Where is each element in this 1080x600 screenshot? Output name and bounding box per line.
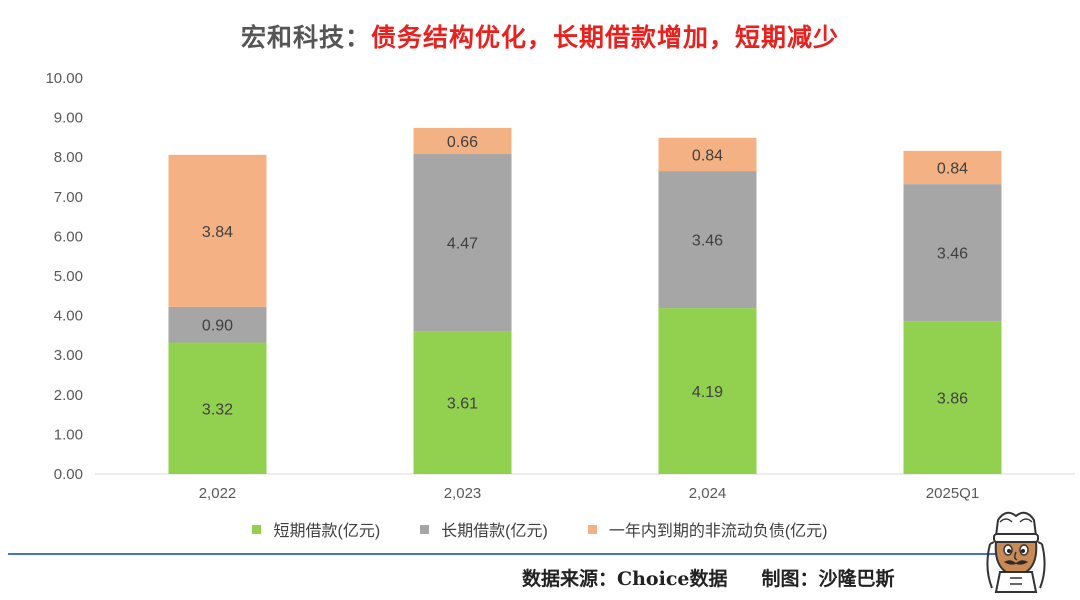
x-tick-label: 2,022 [199,485,237,502]
data-label: 0.66 [447,134,478,151]
bar-segment [168,306,267,343]
stacked-bar-chart: 0.00 1.00 2.00 3.00 4.00 5.00 6.00 7.00 8.00 9.00… [45,70,1075,502]
y-tick-label: 4.00 [54,308,83,325]
bar-segment [413,331,512,474]
chart-title: 宏和科技：债务结构优化，长期借款增加，短期减少 [0,18,1080,54]
data-label: 3.46 [937,246,968,263]
y-tick-label: 1.00 [54,426,83,443]
bar-segment [658,171,757,309]
bar-segment [903,184,1002,322]
data-label: 0.84 [937,160,968,177]
y-tick-label: 6.00 [54,228,83,245]
data-label: 3.61 [447,396,478,413]
data-label: 3.32 [202,401,233,418]
y-tick-label: 2.00 [54,387,83,404]
legend-swatch [420,524,430,534]
y-tick-label: 5.00 [54,268,83,285]
data-label: 3.86 [937,391,968,408]
bar-segment [658,308,757,474]
y-tick-label: 3.00 [54,347,83,364]
x-tick-label: 2,024 [689,485,727,502]
legend-swatch [252,524,262,534]
bar-segment [658,137,757,172]
data-label: 3.84 [202,224,233,241]
bar-segment [168,342,267,474]
data-label: 0.84 [692,147,723,164]
x-tick-label: 2,023 [444,485,482,502]
legend-label: 短期借款(亿元) [273,523,381,540]
legend-item-short-term: 短期借款(亿元) [252,517,380,541]
bar-segment [413,127,512,155]
y-tick-label: 8.00 [54,149,83,166]
y-tick-label: 7.00 [54,189,83,206]
y-tick-label: 9.00 [54,110,83,127]
legend-item-long-term: 长期借款(亿元) [420,517,548,541]
y-tick-label: 10.00 [45,70,83,87]
bar-segment [903,150,1002,185]
bar-segment [168,154,267,307]
bar-segment [413,154,512,332]
legend-label: 一年内到期的非流动负债(亿元) [608,523,828,540]
y-tick-label: 0.00 [54,466,83,483]
chef-mascot-icon [986,511,1046,593]
data-label: 0.90 [202,318,233,335]
title-company: 宏和科技： [240,23,371,52]
data-label: 4.47 [447,236,478,253]
bar-segment [903,321,1002,474]
chart-credit: 制图：沙隆巴斯 [761,568,895,590]
legend: 短期借款(亿元) 长期借款(亿元) 一年内到期的非流动负债(亿元) [0,517,1080,541]
data-label: 3.46 [692,233,723,250]
footer: 数据来源：Choice数据 制图：沙隆巴斯 [522,564,895,591]
data-source: 数据来源：Choice数据 [522,568,728,590]
legend-label: 长期借款(亿元) [441,523,548,540]
legend-swatch [587,524,597,534]
title-headline: 债务结构优化，长期借款增加，短期减少 [371,23,840,52]
footer-divider [8,553,1008,555]
legend-item-current-noncurrent: 一年内到期的非流动负债(亿元) [587,517,828,541]
data-label: 4.19 [692,384,723,401]
x-tick-label: 2025Q1 [926,485,979,502]
